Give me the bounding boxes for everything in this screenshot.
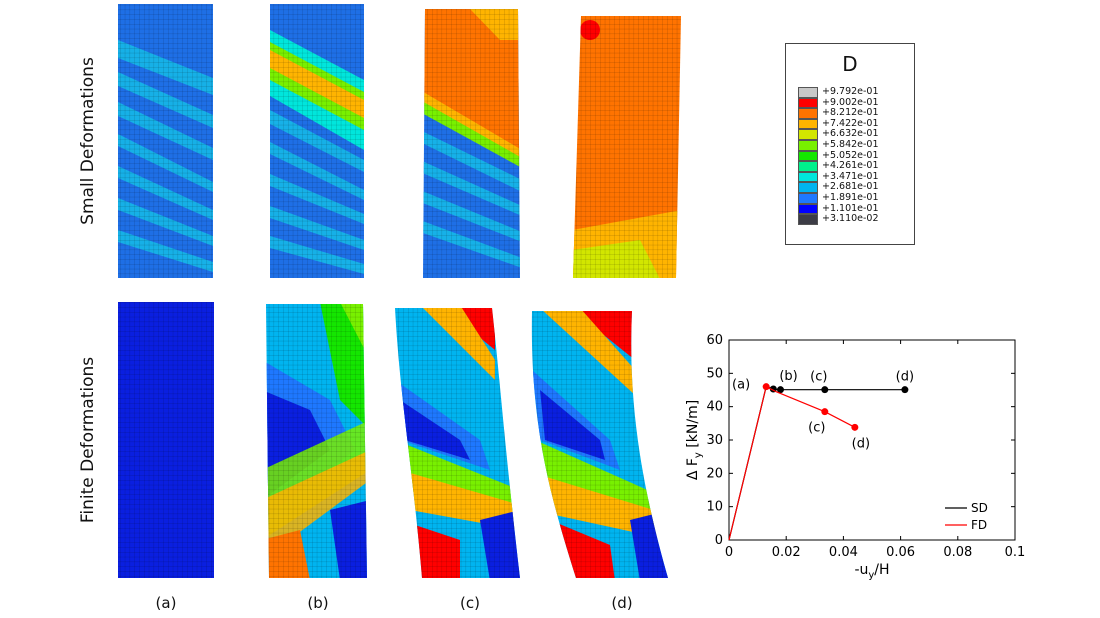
legend-swatch	[798, 118, 818, 130]
legend-entry: +3.471e-01	[798, 170, 879, 183]
legend-entry: +2.681e-01	[798, 182, 879, 193]
legend-swatch	[798, 150, 818, 162]
legend-swatch	[798, 203, 818, 215]
legend-value: +4.261e-01	[822, 160, 879, 172]
case-label-a: (a)	[155, 594, 177, 612]
legend-entry: +9.002e-01	[798, 96, 879, 109]
legend-value: +1.101e-01	[822, 202, 879, 214]
legend-value: +8.212e-01	[822, 107, 879, 119]
x-tick-label: 0	[725, 545, 733, 560]
legend-entry: +3.110e-02	[798, 214, 879, 225]
y-tick-label: 10	[706, 500, 723, 515]
legend-entry: +4.261e-01	[798, 161, 879, 172]
data-label-fd: (a)	[732, 378, 750, 393]
x-tick-label: 0.02	[772, 545, 801, 560]
legend-value: +6.632e-01	[822, 128, 879, 140]
legend-swatch	[798, 214, 818, 225]
legend-entry: +5.842e-01	[798, 138, 879, 151]
legend-value: +2.681e-01	[822, 181, 879, 193]
legend-value: +3.110e-02	[822, 213, 879, 225]
data-point-fd	[762, 383, 770, 391]
data-label-fd: (d)	[852, 436, 870, 451]
damage-colorbar-legend: D +9.792e-01 +9.002e-01 +8.212e-01 +7.422e-…	[785, 43, 915, 245]
x-tick-label: 0.06	[886, 545, 915, 560]
y-axis-label: Δ Fy [kN/m]	[685, 400, 704, 480]
legend-value: +1.891e-01	[822, 191, 879, 203]
x-tick-label: 0.08	[943, 545, 972, 560]
panel-finite-a	[118, 302, 214, 578]
y-tick-label: 60	[706, 333, 723, 348]
legend-value: +5.052e-01	[822, 149, 879, 161]
data-point-sd	[776, 386, 784, 394]
data-label-sd: (b)	[779, 369, 797, 384]
legend-rows: +9.792e-01 +9.002e-01 +8.212e-01 +7.422e-01…	[798, 86, 879, 225]
legend-swatch	[798, 129, 818, 140]
data-point-fd	[821, 408, 829, 416]
legend-label-fd: FD	[971, 518, 987, 532]
case-label-d: (d)	[611, 594, 633, 612]
legend-value: +9.002e-01	[822, 96, 879, 108]
legend-swatch	[798, 97, 818, 109]
x-tick-label: 0.04	[829, 545, 858, 560]
legend-title: D	[842, 52, 858, 76]
y-tick-label: 20	[706, 466, 723, 481]
legend-value: +9.792e-01	[822, 86, 879, 97]
y-tick-label: 30	[706, 433, 723, 448]
legend-entry: +8.212e-01	[798, 108, 879, 119]
legend-entry: +5.052e-01	[798, 149, 879, 162]
x-tick-label: 0.1	[1005, 545, 1026, 560]
panel-small-b	[270, 4, 364, 278]
data-point-sd	[821, 386, 829, 394]
legend-entry: +9.792e-01	[798, 86, 879, 98]
y-tick-label: 50	[706, 366, 723, 381]
case-label-b: (b)	[307, 594, 329, 612]
case-label-c: (c)	[460, 594, 480, 612]
legend-swatch	[798, 171, 818, 183]
legend-entry: +1.891e-01	[798, 191, 879, 204]
panel-finite-b	[266, 304, 367, 578]
data-label-sd: (c)	[810, 370, 827, 385]
panel-small-c	[423, 9, 520, 278]
y-tick-label: 40	[706, 400, 723, 415]
panel-small-d	[573, 16, 681, 278]
legend-value: +7.422e-01	[822, 117, 879, 129]
panel-small-a	[118, 4, 213, 278]
legend-swatch	[798, 108, 818, 119]
legend-swatch	[798, 192, 818, 204]
legend-value: +5.842e-01	[822, 138, 879, 150]
legend-swatch	[798, 161, 818, 172]
series-line-fd	[728, 385, 856, 541]
legend-entry: +7.422e-01	[798, 117, 879, 130]
y-tick-label: 0	[715, 533, 723, 548]
legend-swatch	[798, 182, 818, 193]
legend-entry: +1.101e-01	[798, 202, 879, 215]
data-point-sd	[901, 386, 909, 394]
data-label-fd: (c)	[808, 421, 825, 436]
legend-entry: +6.632e-01	[798, 129, 879, 140]
x-axis-label: -uy/H	[854, 562, 889, 581]
legend-swatch	[798, 87, 818, 98]
legend-label-sd: SD	[971, 501, 988, 515]
data-label-sd: (d)	[896, 370, 914, 385]
legend-value: +3.471e-01	[822, 170, 879, 182]
data-point-fd	[851, 423, 859, 431]
legend-swatch	[798, 139, 818, 151]
